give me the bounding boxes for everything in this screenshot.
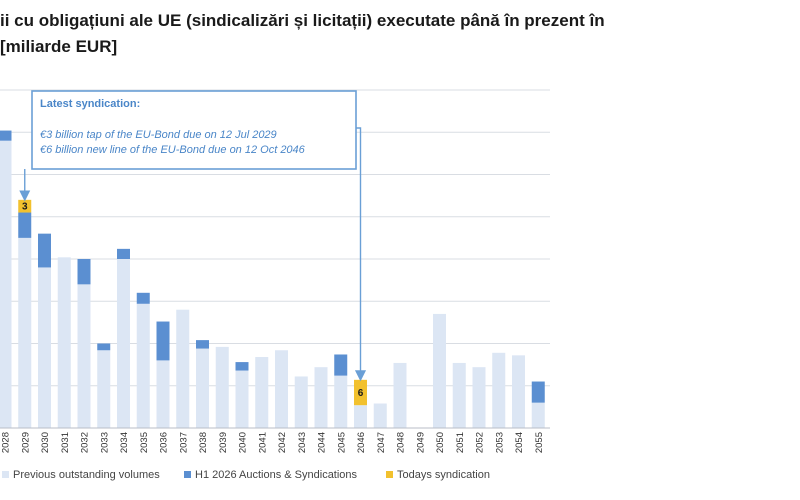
x-tick-label: 2040	[238, 432, 249, 453]
bar-2032-series-2	[77, 259, 91, 285]
x-tick-label: 2033	[99, 432, 110, 453]
bar-2037-series-1	[176, 309, 190, 428]
bar-2038-series-1	[196, 348, 209, 428]
bars	[0, 130, 545, 428]
chart-title-line-2: [miliarde EUR]	[0, 37, 118, 56]
bar-2032-series-1	[77, 284, 91, 428]
legend-swatch-3	[386, 471, 393, 478]
bar-2053-series-1	[492, 352, 506, 428]
bar-2029-series-1	[18, 237, 32, 428]
x-tick-label: 2041	[257, 432, 268, 453]
x-tick-label: 2034	[119, 432, 130, 453]
x-tick-label: 2054	[514, 432, 525, 453]
annotation-heading: Latest syndication:	[40, 98, 140, 110]
x-tick-label: 2045	[336, 432, 347, 453]
bar-2046-series-3	[354, 379, 367, 406]
bar-2047-series-1	[373, 403, 387, 428]
bar-2043-series-1	[294, 376, 308, 428]
annotation-line-2: €6 billion new line of the EU-Bond due o…	[40, 144, 306, 156]
bar-2041-series-1	[255, 357, 269, 428]
legend-swatch-1	[2, 471, 9, 478]
x-tick-label: 2037	[178, 432, 189, 453]
bar-2046-series-1	[354, 405, 367, 428]
bar-2055-series-2	[531, 381, 545, 403]
x-tick-label: 2043	[297, 432, 308, 453]
bar-2036-series-1	[156, 360, 170, 428]
bar-2033-series-2	[97, 343, 111, 351]
bar-2051-series-1	[452, 362, 466, 428]
x-tick-label: 2046	[356, 432, 367, 453]
annotation-line-1: €3 billion tap of the EU-Bond due on 12 …	[40, 129, 277, 141]
x-tick-label: 2051	[455, 432, 466, 453]
x-tick-label: 2047	[376, 432, 387, 453]
bar-2029-series-2	[18, 212, 32, 238]
annotation-arrow-2046	[354, 127, 367, 382]
data-label-2046: 6	[358, 388, 364, 399]
bar-2030-series-1	[38, 267, 51, 428]
bar-2050-series-1	[433, 313, 446, 428]
bar-2028-series-2	[0, 130, 12, 141]
x-tick-labels: 2028 2029 2030 2031 2032 2033 2034 2035 2036 2037…	[1, 432, 545, 453]
chart-title-line-1: ii cu obligațiuni ale UE (sindicalizări …	[0, 11, 605, 30]
legend-label-2: H1 2026 Auctions & Syndications	[195, 469, 358, 481]
x-tick-label: 2044	[317, 432, 328, 453]
bar-2028-series-1	[0, 140, 12, 428]
bar-2055-series-1	[531, 402, 545, 428]
bar-2048-series-1	[393, 362, 407, 428]
legend-swatch-2	[184, 471, 191, 478]
data-label-2029: 3	[22, 202, 28, 213]
x-tick-label: 2028	[1, 432, 12, 453]
x-tick-label: 2048	[396, 432, 407, 453]
bar-2034-series-2	[117, 248, 130, 259]
bar-2035-series-1	[136, 303, 150, 428]
bar-2034-series-1	[117, 259, 130, 428]
bar-2033-series-1	[97, 350, 111, 428]
x-tick-label: 2053	[494, 432, 505, 453]
legend-label-1: Previous outstanding volumes	[13, 469, 160, 481]
x-tick-label: 2039	[218, 432, 229, 453]
x-tick-label: 2049	[415, 432, 426, 453]
bar-2040-series-1	[235, 370, 249, 428]
x-tick-label: 2030	[40, 432, 51, 453]
x-tick-label: 2042	[277, 432, 288, 453]
bar-2052-series-1	[472, 367, 486, 428]
x-tick-label: 2031	[60, 432, 71, 453]
bar-2031-series-1	[57, 257, 71, 428]
x-tick-label: 2038	[198, 432, 209, 453]
bar-2036-series-2	[156, 321, 170, 361]
bar-2045-series-2	[334, 354, 348, 376]
x-tick-label: 2052	[475, 432, 486, 453]
annotation-box	[31, 90, 357, 170]
x-tick-label: 2036	[159, 432, 170, 453]
x-tick-label: 2032	[80, 432, 91, 453]
x-tick-label: 2050	[435, 432, 446, 453]
bar-2044-series-1	[314, 367, 328, 428]
bar-2038-series-2	[196, 340, 209, 349]
legend: Previous outstanding volumes H1 2026 Auct…	[2, 469, 490, 481]
chart-title: ii cu obligațiuni ale UE (sindicalizări …	[0, 8, 800, 60]
bar-2042-series-1	[275, 350, 288, 428]
x-tick-label: 2029	[20, 432, 31, 453]
bar-2029-series-3	[18, 199, 32, 213]
bar-2030-series-2	[38, 233, 51, 268]
bar-2039-series-1	[215, 346, 229, 428]
x-tick-label: 2055	[534, 432, 545, 453]
bar-2045-series-1	[334, 375, 348, 428]
legend-label-3: Todays syndication	[397, 469, 490, 481]
x-tick-label: 2035	[139, 432, 150, 453]
bar-2035-series-2	[136, 292, 150, 304]
bar-2054-series-1	[512, 355, 525, 428]
bar-2040-series-2	[235, 362, 249, 371]
